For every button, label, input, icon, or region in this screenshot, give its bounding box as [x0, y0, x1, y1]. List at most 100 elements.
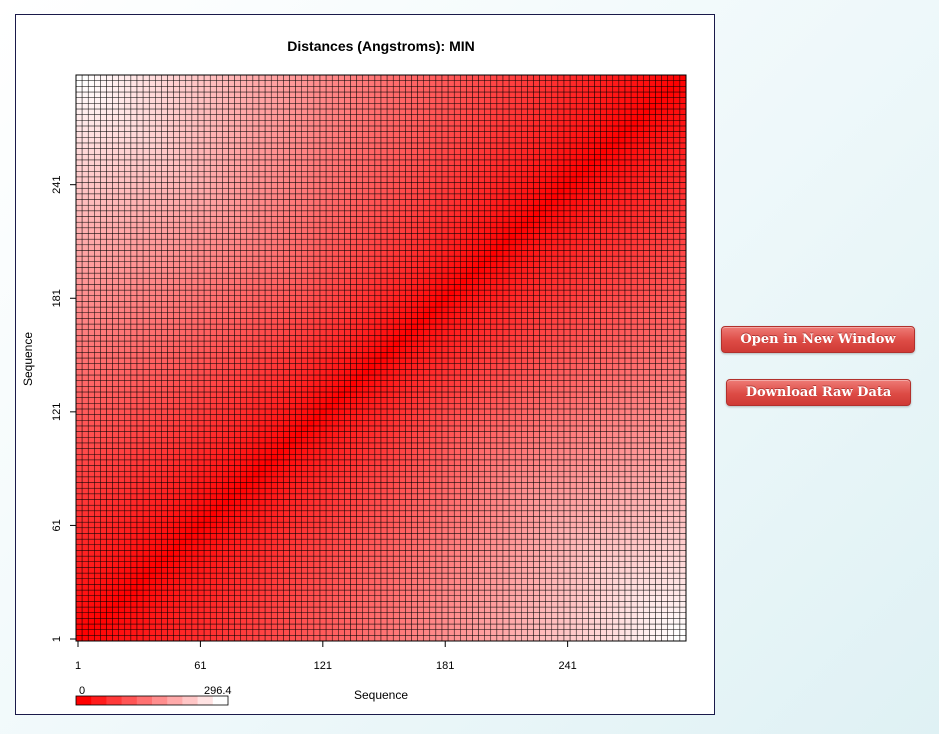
heatmap-cell — [81, 352, 89, 359]
heatmap-cell — [173, 131, 180, 138]
heatmap-cell — [277, 244, 284, 251]
heatmap-cell — [362, 284, 370, 291]
heatmap-cell — [112, 210, 119, 217]
heatmap-cell — [319, 114, 327, 121]
heatmap-cell — [234, 137, 241, 144]
heatmap-cell — [191, 74, 199, 81]
heatmap-cell — [191, 97, 199, 104]
heatmap-cell — [258, 516, 266, 523]
heatmap-cell — [209, 289, 217, 296]
heatmap-cell — [295, 578, 302, 585]
heatmap-cell — [344, 103, 351, 110]
heatmap-cell — [368, 306, 376, 313]
heatmap-cell — [368, 369, 376, 376]
heatmap-cell — [106, 114, 113, 121]
heatmap-cell — [203, 199, 211, 206]
heatmap-cell — [246, 408, 254, 415]
heatmap-cell — [228, 340, 235, 347]
heatmap-cell — [283, 374, 290, 381]
heatmap-cell — [368, 335, 376, 342]
heatmap-cell — [344, 386, 351, 393]
heatmap-cell — [277, 589, 284, 596]
heatmap-cell — [374, 170, 382, 178]
heatmap-cell — [331, 312, 339, 319]
heatmap-cell — [81, 380, 89, 387]
heatmap-cell — [118, 629, 126, 636]
heatmap-cell — [136, 193, 144, 200]
heatmap-cell — [191, 170, 199, 178]
heatmap-cell — [313, 465, 321, 472]
heatmap-cell — [161, 148, 168, 155]
heatmap-cell — [331, 74, 339, 81]
heatmap-cell — [362, 635, 370, 642]
heatmap-cell — [87, 159, 95, 166]
heatmap-cell — [258, 170, 266, 178]
heatmap-cell — [313, 250, 321, 257]
heatmap-cell — [374, 499, 382, 506]
heatmap-cell — [368, 301, 376, 308]
heatmap-cell — [173, 533, 180, 540]
heatmap-cell — [167, 408, 174, 415]
heatmap-cell — [228, 618, 235, 625]
heatmap-cell — [313, 544, 321, 551]
heatmap-cell — [264, 584, 272, 591]
heatmap-cell — [81, 544, 89, 551]
heatmap-cell — [130, 125, 138, 132]
heatmap-cell — [289, 453, 296, 461]
heatmap-cell — [313, 578, 321, 585]
heatmap-cell — [344, 233, 351, 240]
heatmap-cell — [75, 618, 83, 625]
heatmap-cell — [106, 159, 113, 166]
heatmap-cell — [264, 504, 272, 512]
heatmap-cell — [118, 170, 126, 178]
heatmap-cell — [350, 572, 357, 579]
heatmap-cell — [338, 453, 345, 461]
heatmap-cell — [264, 137, 272, 144]
heatmap-cell — [75, 221, 83, 229]
heatmap-cell — [252, 91, 260, 98]
heatmap-cell — [203, 408, 211, 415]
heatmap-cell — [307, 204, 315, 212]
heatmap-cell — [301, 233, 309, 240]
heatmap-cell — [75, 420, 83, 427]
heatmap-cell — [325, 80, 333, 87]
heatmap-cell — [179, 148, 187, 155]
heatmap-cell — [87, 340, 95, 347]
heatmap-cell — [203, 601, 211, 608]
heatmap-cell — [240, 137, 248, 144]
heatmap-cell — [148, 216, 156, 223]
heatmap-cell — [136, 323, 144, 330]
heatmap-cell — [75, 555, 83, 562]
heatmap-cell — [356, 244, 363, 251]
heatmap-cell — [301, 312, 309, 319]
heatmap-cell — [124, 397, 132, 404]
heatmap-cell — [197, 238, 205, 246]
heatmap-cell — [112, 403, 119, 410]
heatmap-cell — [295, 487, 302, 495]
heatmap-cell — [216, 391, 223, 398]
heatmap-cell — [374, 210, 382, 217]
heatmap-cell — [173, 578, 180, 585]
heatmap-cell — [277, 318, 284, 325]
heatmap-cell — [362, 255, 370, 263]
heatmap-cell — [283, 470, 290, 478]
heatmap-cell — [319, 504, 327, 512]
heatmap-cell — [319, 86, 327, 93]
heatmap-cell — [289, 459, 296, 466]
heatmap-cell — [344, 510, 351, 517]
heatmap-cell — [161, 521, 168, 529]
heatmap-cell — [148, 629, 156, 636]
heatmap-cell — [319, 267, 327, 274]
heatmap-cell — [283, 601, 290, 608]
heatmap-cell — [142, 465, 150, 472]
heatmap-cell — [216, 397, 223, 404]
heatmap-cell — [289, 448, 296, 455]
heatmap-cell — [258, 555, 266, 562]
heatmap-cell — [283, 567, 290, 574]
heatmap-cell — [258, 340, 266, 347]
heatmap-cell — [155, 504, 162, 512]
heatmap-cell — [197, 369, 205, 376]
heatmap-cell — [94, 431, 101, 438]
heatmap-cell — [283, 363, 290, 370]
heatmap-cell — [81, 148, 89, 155]
